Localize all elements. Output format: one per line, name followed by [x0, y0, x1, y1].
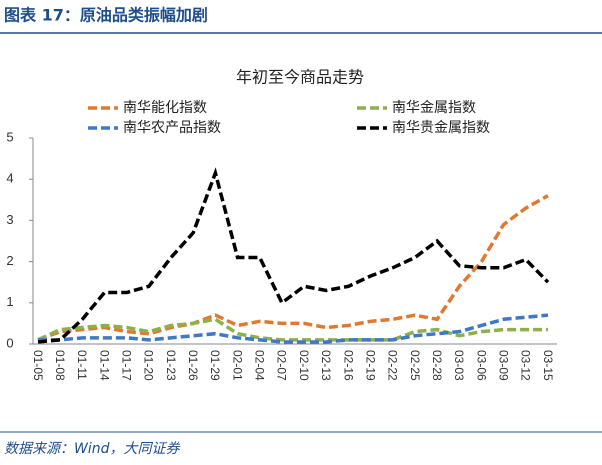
x-tick-label: 02-28 — [430, 350, 444, 381]
x-tick-label: 02-04 — [253, 350, 267, 381]
legend-label: 南华金属指数 — [392, 100, 476, 116]
x-tick-label: 02-01 — [230, 350, 244, 381]
x-tick-label: 01-23 — [164, 350, 178, 381]
x-tick-label: 03-12 — [519, 350, 533, 381]
x-tick-label: 01-26 — [186, 350, 200, 381]
x-tick-label: 01-17 — [120, 350, 134, 381]
x-tick-label: 02-07 — [275, 350, 289, 381]
legend-label: 南华能化指数 — [123, 100, 207, 116]
x-tick-label: 02-10 — [297, 350, 311, 381]
y-tick-label: 5 — [6, 129, 13, 144]
x-tick-label: 03-03 — [452, 350, 466, 381]
y-tick-label: 0 — [6, 335, 13, 350]
y-tick-label: 3 — [6, 212, 13, 227]
legend-label: 南华贵金属指数 — [392, 120, 490, 136]
x-tick-label: 01-11 — [75, 350, 89, 380]
chart-title: 年初至今商品走势 — [236, 68, 364, 87]
x-tick-label: 02-16 — [341, 350, 355, 381]
footer-source: 数据来源：Wind，大同证券 — [4, 441, 180, 457]
series-line — [37, 167, 550, 344]
x-tick-label: 03-06 — [474, 350, 488, 381]
x-tick-label: 02-19 — [363, 350, 377, 381]
y-tick-label: 4 — [6, 171, 13, 186]
legend-label: 南华农产品指数 — [123, 120, 221, 136]
series-line — [37, 317, 548, 342]
header-title: 图表 17：原油品类振幅加剧 — [4, 6, 208, 25]
x-tick-label: 01-20 — [142, 350, 156, 381]
x-tick-label: 03-09 — [496, 350, 510, 381]
y-tick-label: 2 — [6, 253, 13, 268]
x-tick-label: 03-15 — [541, 350, 555, 381]
y-tick-label: 1 — [6, 294, 13, 309]
x-tick-label: 02-22 — [386, 350, 400, 381]
x-tick-label: 02-13 — [319, 350, 333, 381]
x-tick-label: 01-29 — [208, 350, 222, 381]
x-tick-label: 02-25 — [408, 350, 422, 381]
x-tick-label: 01-08 — [53, 350, 67, 381]
x-tick-label: 01-05 — [31, 350, 45, 381]
series-line — [37, 194, 549, 342]
series-line — [38, 313, 549, 344]
x-tick-label: 01-14 — [97, 350, 111, 381]
